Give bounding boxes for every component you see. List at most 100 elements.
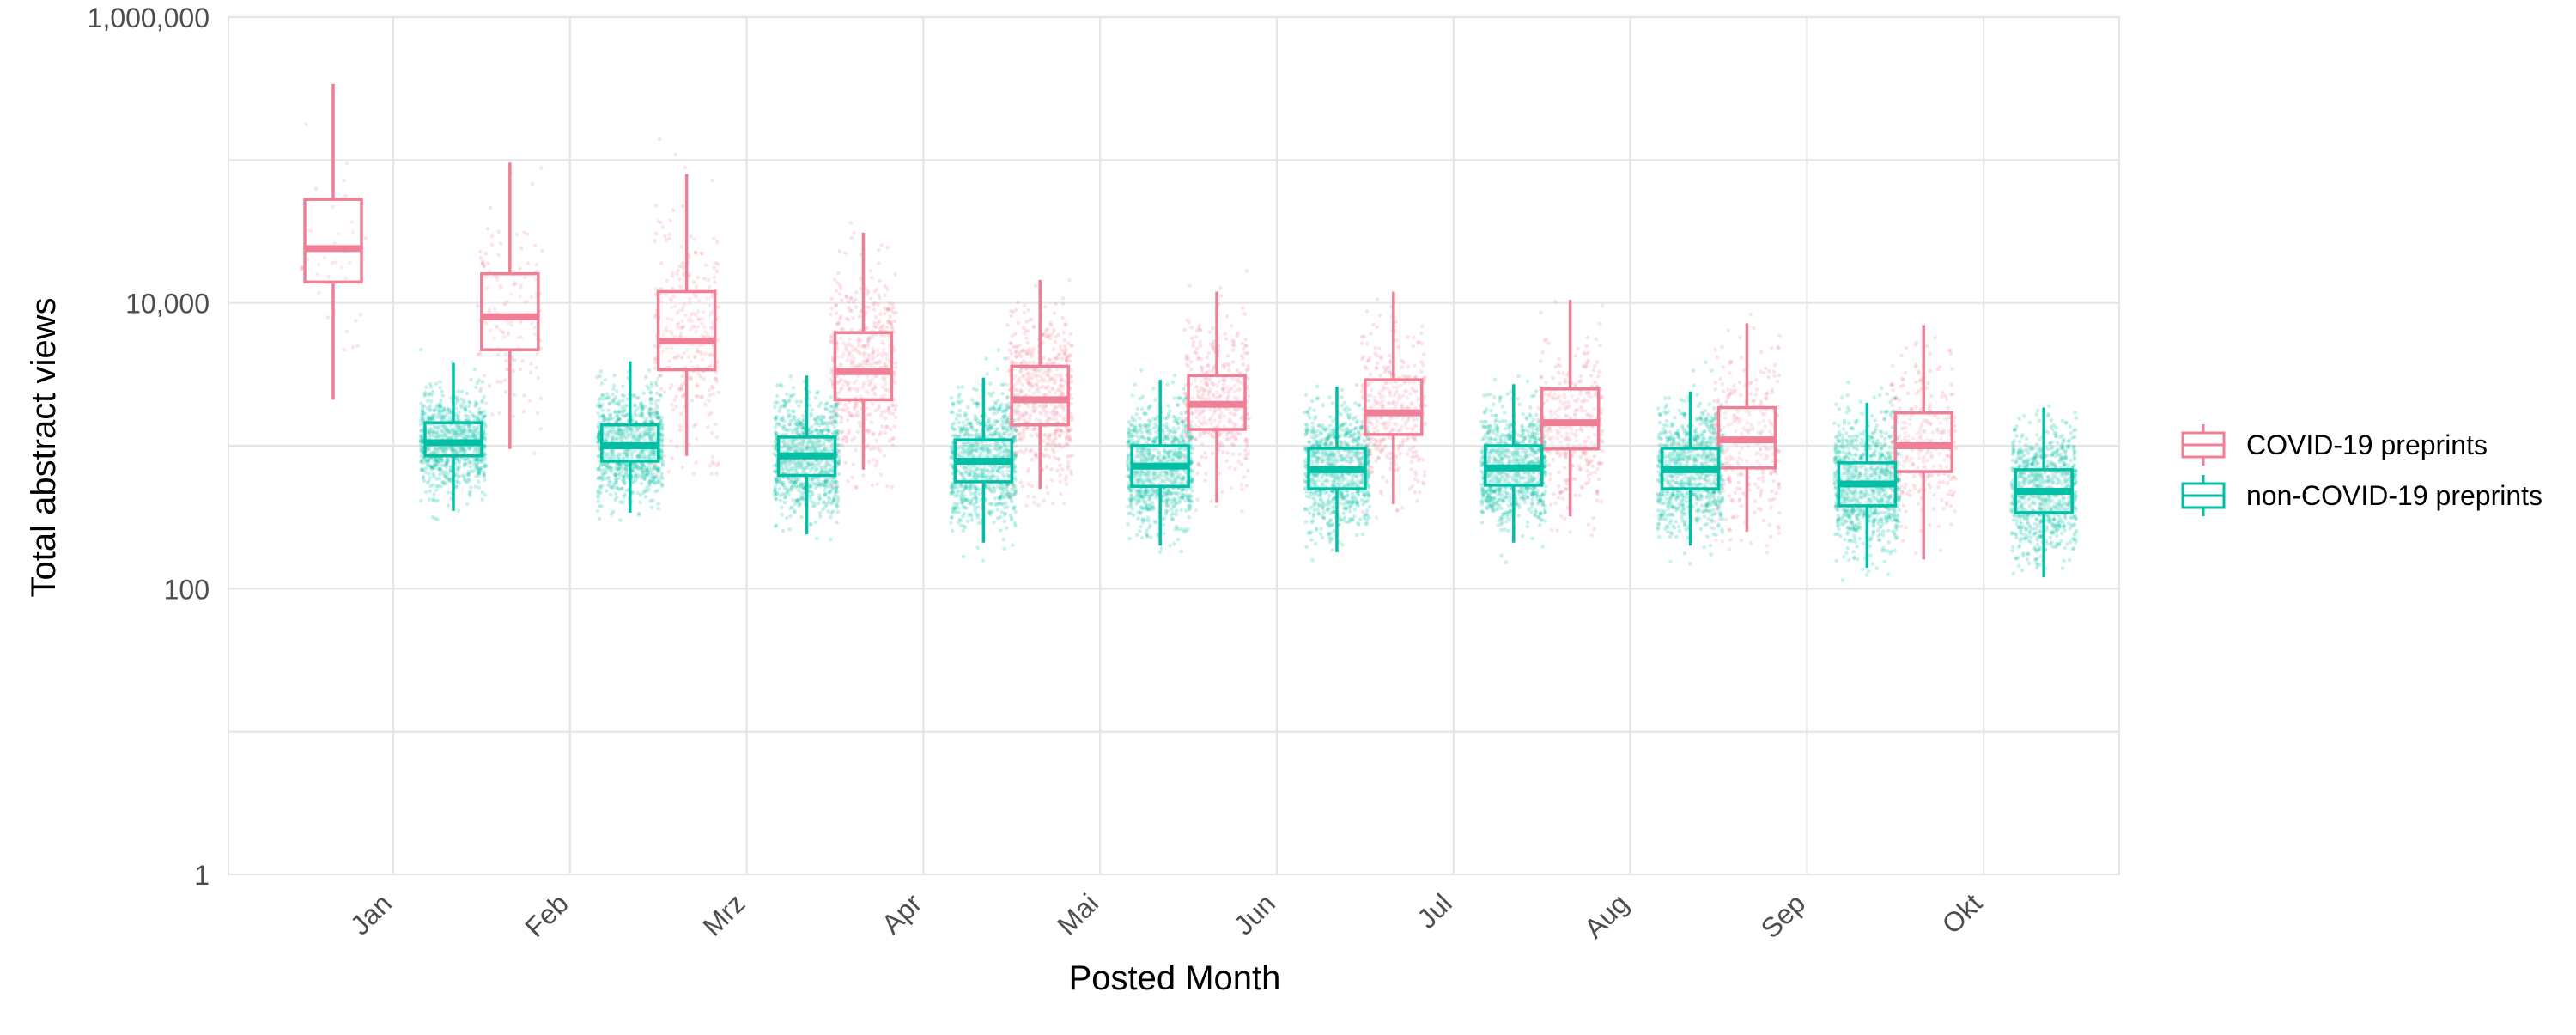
- jitter-point: [1563, 381, 1567, 385]
- jitter-point: [679, 411, 683, 416]
- jitter-point: [1218, 286, 1223, 290]
- jitter-point: [690, 399, 695, 403]
- jitter-point: [878, 433, 882, 437]
- jitter-point: [1203, 478, 1207, 483]
- jitter-point: [867, 429, 872, 433]
- jitter-point: [1060, 348, 1064, 352]
- jitter-point: [359, 313, 363, 317]
- jitter-point: [1411, 450, 1415, 454]
- jitter-point: [1590, 459, 1595, 463]
- jitter-point: [678, 387, 683, 392]
- jitter-point: [1413, 490, 1418, 495]
- jitter-point: [1195, 497, 1200, 502]
- jitter-point: [884, 284, 888, 289]
- jitter-point: [1552, 376, 1556, 381]
- jitter-point: [1929, 369, 1933, 374]
- jitter-point: [490, 243, 495, 247]
- jitter-point: [714, 423, 718, 427]
- jitter-point: [712, 237, 716, 241]
- jitter-point: [1761, 479, 1765, 484]
- jitter-point: [1014, 350, 1018, 354]
- jitter-point: [1937, 524, 1941, 528]
- jitter-point: [427, 472, 431, 476]
- jitter-point: [676, 269, 680, 273]
- jitter-point: [522, 393, 526, 398]
- jitter-point: [457, 460, 461, 464]
- jitter-point: [474, 484, 478, 489]
- jitter-point: [838, 249, 842, 253]
- jitter-point: [679, 245, 683, 249]
- jitter-point: [604, 378, 608, 382]
- jitter-point: [660, 438, 665, 442]
- jitter-point: [1400, 365, 1405, 369]
- jitter-point: [1904, 526, 1908, 530]
- jitter-point: [1917, 372, 1921, 376]
- jitter-point: [1066, 460, 1071, 465]
- jitter-point: [1224, 459, 1229, 463]
- jitter-point: [476, 353, 480, 357]
- jitter-point: [1713, 387, 1717, 392]
- jitter-point: [1243, 338, 1248, 342]
- jitter-point: [894, 416, 898, 420]
- jitter-point: [854, 448, 859, 453]
- jitter-point: [1059, 492, 1063, 496]
- jitter-point: [1754, 378, 1759, 382]
- jitter-point: [1601, 449, 1605, 454]
- jitter-point: [858, 421, 862, 425]
- jitter-point: [1947, 349, 1952, 353]
- jitter-point: [1728, 362, 1732, 366]
- jitter-point: [1585, 459, 1589, 463]
- jitter-point: [1382, 437, 1387, 441]
- jitter-point: [439, 410, 443, 414]
- jitter-point: [1726, 478, 1730, 482]
- jitter-point: [1914, 381, 1918, 385]
- jitter-point: [1762, 519, 1766, 523]
- jitter-point: [854, 290, 859, 295]
- jitter-point: [1728, 371, 1732, 375]
- jitter-point: [1414, 450, 1419, 454]
- jitter-point: [456, 389, 460, 393]
- jitter-point: [1044, 447, 1048, 452]
- jitter-point: [428, 484, 433, 489]
- jitter-point: [846, 418, 850, 423]
- jitter-point: [1600, 461, 1604, 466]
- jitter-point: [879, 414, 884, 418]
- jitter-point: [597, 435, 601, 440]
- jitter-point: [1198, 324, 1202, 328]
- jitter-point: [428, 497, 432, 502]
- jitter-point: [694, 460, 698, 465]
- jitter-point: [1936, 368, 1941, 372]
- jitter-point: [894, 362, 898, 366]
- jitter-point: [675, 445, 679, 449]
- jitter-point: [534, 365, 538, 369]
- jitter-point: [1224, 337, 1229, 341]
- jitter-point: [1722, 365, 1726, 369]
- jitter-point: [653, 239, 657, 243]
- jitter-point: [345, 161, 349, 166]
- jitter-point: [1243, 457, 1248, 461]
- jitter-point: [1026, 495, 1030, 499]
- jitter-point: [1227, 368, 1231, 373]
- jitter-point: [483, 478, 487, 483]
- jitter-point: [428, 489, 432, 493]
- jitter-point: [1552, 492, 1556, 496]
- jitter-point: [1381, 476, 1385, 480]
- jitter-point: [424, 490, 428, 495]
- jitter-point: [1028, 361, 1032, 365]
- jitter-point: [423, 393, 428, 398]
- jitter-point: [886, 246, 890, 250]
- jitter-point: [654, 383, 659, 387]
- jitter-point: [1540, 350, 1545, 355]
- jitter-point: [1182, 328, 1187, 332]
- jitter-point: [660, 444, 665, 448]
- jitter-point: [1046, 327, 1050, 332]
- jitter-point: [1714, 539, 1718, 543]
- jitter-point: [710, 179, 714, 183]
- jitter-point: [424, 386, 428, 390]
- jitter-point: [1422, 352, 1426, 356]
- jitter-point: [1536, 406, 1540, 411]
- jitter-point: [650, 419, 654, 423]
- jitter-point: [1914, 405, 1918, 409]
- jitter-point: [597, 499, 601, 503]
